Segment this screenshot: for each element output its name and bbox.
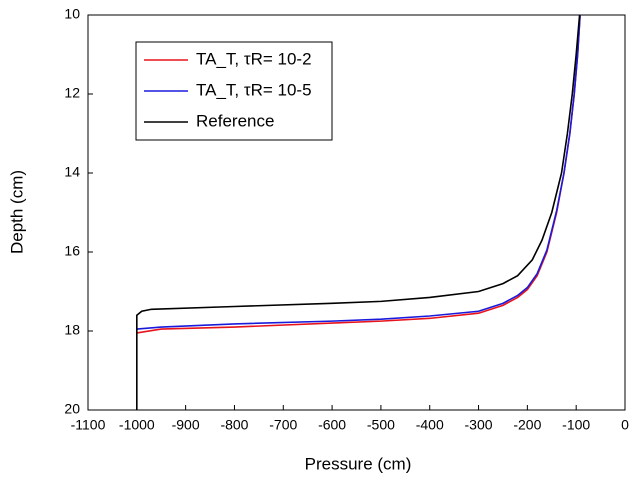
legend-label: TA_T, τR= 10-5 bbox=[196, 80, 312, 99]
x-tick-label: -500 bbox=[367, 417, 395, 433]
x-tick-label: -1100 bbox=[71, 417, 106, 433]
legend-label: Reference bbox=[196, 111, 274, 130]
y-tick-label: 14 bbox=[64, 164, 80, 180]
y-axis-label: Depth (cm) bbox=[7, 170, 26, 254]
x-tick-label: 0 bbox=[621, 417, 629, 433]
x-tick-label: -400 bbox=[416, 417, 444, 433]
y-tick-label: 12 bbox=[64, 85, 80, 101]
y-tick-label: 10 bbox=[64, 6, 80, 22]
x-tick-label: -100 bbox=[562, 417, 590, 433]
x-tick-label: -800 bbox=[220, 417, 248, 433]
x-tick-label: -700 bbox=[269, 417, 297, 433]
line bbox=[136, 14, 581, 410]
x-tick-label: -900 bbox=[172, 417, 200, 433]
line bbox=[136, 14, 581, 330]
y-tick-label: 20 bbox=[64, 401, 80, 417]
plot-frame bbox=[87, 14, 626, 411]
x-axis-label: Pressure (cm) bbox=[305, 454, 412, 473]
legend-label: TA_T, τR= 10-2 bbox=[196, 49, 312, 68]
x-tick-label: -200 bbox=[513, 417, 541, 433]
x-tick-label: -300 bbox=[465, 417, 493, 433]
y-tick-label: 16 bbox=[64, 243, 80, 259]
x-tick-label: -600 bbox=[318, 417, 346, 433]
y-tick-label: 18 bbox=[64, 322, 80, 338]
x-tick-label: -1000 bbox=[119, 417, 155, 433]
